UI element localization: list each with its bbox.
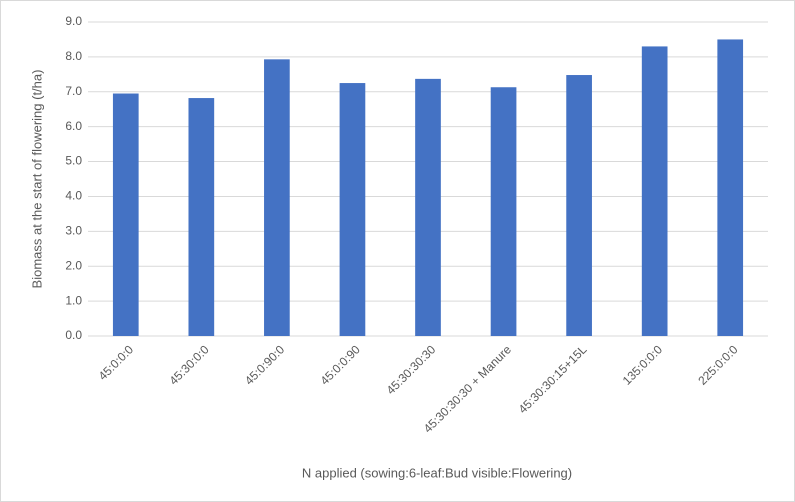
- y-tick-label: 0.0: [65, 328, 82, 342]
- bar: [566, 75, 592, 336]
- bar: [264, 59, 290, 336]
- bar: [490, 87, 517, 337]
- y-tick-label: 7.0: [65, 84, 82, 98]
- bar: [112, 93, 139, 337]
- bar: [641, 46, 668, 337]
- y-tick-label: 8.0: [65, 49, 82, 63]
- bar: [717, 39, 744, 336]
- y-tick-label: 4.0: [65, 189, 82, 203]
- x-axis-title: N applied (sowing:6-leaf:Bud visible:Flo…: [302, 465, 572, 480]
- y-axis-title: Biomass at the start of flowering (t/ha): [29, 70, 44, 289]
- y-tick-label: 6.0: [65, 119, 82, 133]
- y-tick-label: 1.0: [65, 293, 82, 307]
- bar: [415, 78, 441, 336]
- y-tick-label: 3.0: [65, 224, 82, 238]
- y-tick-label: 2.0: [65, 258, 82, 272]
- bar: [339, 83, 366, 336]
- y-tick-label: 9.0: [65, 14, 82, 28]
- y-tick-label: 5.0: [65, 154, 82, 168]
- bar: [188, 98, 215, 337]
